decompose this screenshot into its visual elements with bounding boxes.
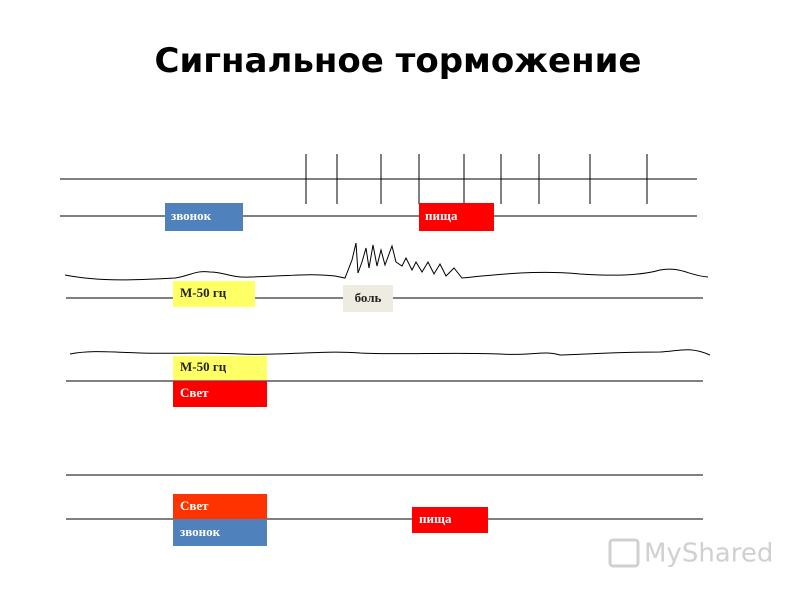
trace: [69, 349, 711, 356]
watermark-text: MyShared: [644, 539, 773, 569]
pain-box: [343, 285, 393, 312]
light-label: Свет: [180, 385, 209, 400]
watermark: MyShared: [608, 538, 773, 569]
spike-row: [60, 154, 697, 217]
bell-box: [165, 203, 243, 231]
light-label: Свет: [180, 498, 209, 513]
food-box: [419, 203, 494, 231]
m50-box: [173, 281, 255, 307]
bell-label: звонок: [171, 208, 212, 223]
slide-title: Сигнальное торможение: [155, 41, 642, 81]
light-box: [173, 381, 267, 407]
pain-label: боль: [355, 290, 382, 305]
trace: [64, 242, 709, 281]
bell-label: звонок: [180, 524, 221, 539]
bell-box: [173, 519, 267, 546]
m50-box: [173, 356, 267, 380]
m50-label: М-50 гц: [180, 285, 227, 300]
food-box: [412, 507, 488, 533]
food-label: пища: [419, 511, 452, 526]
m50-label: М-50 гц: [180, 359, 227, 374]
food-label: пища: [425, 208, 458, 223]
light-box: [173, 494, 267, 520]
